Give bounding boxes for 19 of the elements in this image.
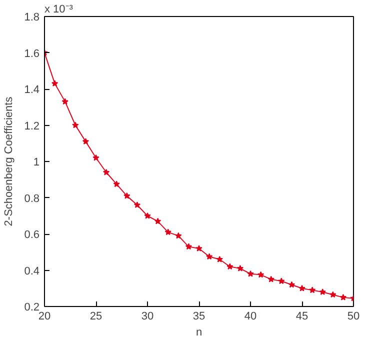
- y-tick-label: 0.2: [24, 302, 40, 314]
- x-tick-label: 45: [296, 310, 308, 322]
- x-tick-label: 20: [38, 310, 51, 322]
- y-tick-label: 0.8: [24, 192, 40, 205]
- y-tick-label: 1.4: [24, 84, 40, 96]
- text: x 10⁻³: [44, 4, 74, 16]
- x-tick-label: 30: [141, 310, 154, 322]
- y-tick-label: 1.8: [24, 12, 40, 24]
- y-tick-label: 1.2: [24, 120, 40, 132]
- y-tick-label: 1: [33, 156, 40, 168]
- x-axis-title: n: [196, 326, 202, 338]
- x-tick-label: 35: [192, 310, 206, 322]
- x-tick-label: 50: [347, 310, 360, 322]
- y-axis-title: 2-Schoenberg Coefficients: [3, 96, 16, 226]
- x-tick-label: 25: [90, 310, 102, 322]
- y-tick-label: 0.6: [24, 229, 40, 241]
- y-tick-label: 1.6: [24, 48, 40, 60]
- y-tick-label: 0.4: [24, 265, 40, 278]
- x-tick-label: 40: [244, 310, 257, 322]
